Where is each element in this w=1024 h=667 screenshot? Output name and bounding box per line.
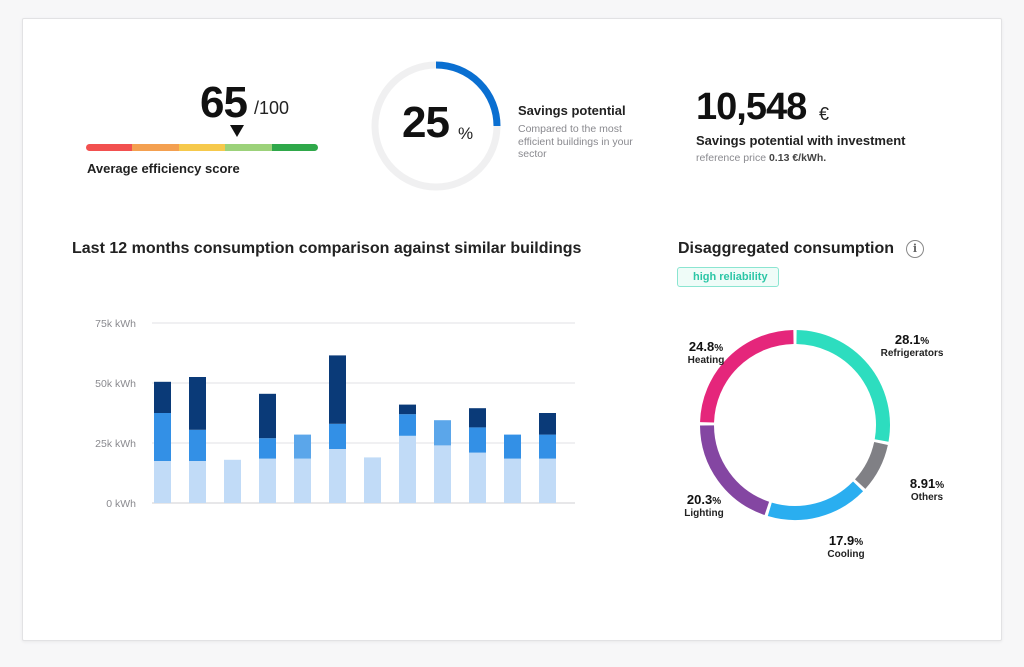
bar-segment[interactable] <box>469 408 486 428</box>
donut-label-value: 28.1% <box>872 332 952 347</box>
donut-label-name: Others <box>910 492 944 503</box>
dashboard-card <box>22 18 1002 641</box>
donut-slice-heating[interactable] <box>700 330 794 423</box>
bar-segment[interactable] <box>434 445 451 503</box>
bar-segment[interactable] <box>259 393 276 439</box>
efficiency-score-widget: 65 /100 Average efficiency score <box>86 78 326 178</box>
bar-segment[interactable] <box>329 355 346 424</box>
donut-label-unit: % <box>920 336 930 347</box>
bar-segment[interactable] <box>294 458 311 503</box>
consumption-chart-title: Last 12 months consumption comparison ag… <box>72 240 582 257</box>
disaggregated-donut-chart <box>700 330 890 520</box>
bar-segment[interactable] <box>154 461 171 503</box>
donut-slice-cooling[interactable] <box>767 481 864 520</box>
scale-segment-4 <box>225 144 272 151</box>
scale-segment-5 <box>271 144 318 151</box>
y-tick-label: 75k kWh <box>95 318 136 330</box>
donut-label-name: Cooling <box>827 549 865 560</box>
y-tick-label: 0 kWh <box>106 498 136 510</box>
bar-segment[interactable] <box>364 457 381 503</box>
donut-label-number: 17.9 <box>828 533 855 548</box>
scale-segment-1 <box>86 144 133 151</box>
bar-segment[interactable] <box>329 423 346 449</box>
bar-segment[interactable] <box>189 377 206 430</box>
bar-segment[interactable] <box>259 458 276 503</box>
bar-segment[interactable] <box>154 381 171 413</box>
donut-label-number: 24.8 <box>688 339 715 354</box>
investment-title: Savings potential with investment <box>696 133 906 148</box>
investment-reference: reference price 0.13 €/kWh. <box>696 152 826 164</box>
bar-segment[interactable] <box>399 404 416 415</box>
bar-segment[interactable] <box>259 438 276 459</box>
investment-reference-text: reference price <box>696 152 767 164</box>
y-tick-label: 25k kWh <box>95 438 136 450</box>
bar-segment[interactable] <box>189 461 206 503</box>
bar-segment[interactable] <box>539 434 556 459</box>
bar-segment[interactable] <box>189 429 206 461</box>
donut-label-refrigerators: 28.1% Refrigerators <box>872 332 952 359</box>
efficiency-score-label: Average efficiency score <box>87 161 240 176</box>
disaggregated-title: Disaggregated consumption <box>678 240 895 257</box>
bar-segment[interactable] <box>469 427 486 453</box>
investment-value: 10,548 <box>696 86 807 128</box>
donut-label-others: 8.91% Others <box>887 476 967 503</box>
bar-segment[interactable] <box>539 413 556 435</box>
scale-segment-3 <box>178 144 226 151</box>
score-marker-icon <box>229 125 244 137</box>
savings-unit: % <box>458 124 474 143</box>
donut-slice-refrigerators[interactable] <box>796 330 890 442</box>
investment-currency: € <box>819 104 830 124</box>
bar-segment[interactable] <box>539 458 556 503</box>
donut-label-number: 20.3 <box>686 492 713 507</box>
bar-segment[interactable] <box>504 458 521 503</box>
savings-value: 25 <box>402 98 450 147</box>
y-tick-label: 50k kWh <box>95 378 136 390</box>
bar-segment[interactable] <box>294 434 311 459</box>
donut-label-lighting: 20.3% Lighting <box>664 492 744 519</box>
bar-segment[interactable] <box>469 452 486 503</box>
savings-ring-arc <box>435 61 501 127</box>
donut-label-value: 20.3% <box>664 492 744 507</box>
bar-segment[interactable] <box>329 449 346 503</box>
bar-segment[interactable] <box>154 413 171 461</box>
savings-title: Savings potential <box>518 103 626 118</box>
investment-reference-price: 0.13 €/kWh. <box>768 152 827 164</box>
donut-label-value: 8.91% <box>887 476 967 491</box>
bar-segment[interactable] <box>224 459 241 503</box>
savings-description: Compared to the most efficient buildings… <box>518 123 633 160</box>
donut-slice-lighting[interactable] <box>700 425 770 516</box>
donut-label-unit: % <box>854 537 864 548</box>
efficiency-score-value: 65 <box>200 78 248 127</box>
donut-label-number: 28.1 <box>894 332 921 347</box>
reliability-badge: high reliability <box>677 267 779 287</box>
donut-label-name: Heating <box>687 355 725 366</box>
efficiency-scale-bar <box>86 144 318 151</box>
bar-segment[interactable] <box>504 434 521 459</box>
donut-label-unit: % <box>714 343 724 354</box>
bar-segment[interactable] <box>399 414 416 436</box>
savings-ring <box>371 61 501 191</box>
donut-label-heating: 24.8% Heating <box>666 339 746 366</box>
consumption-bar-chart: 0 kWh 25k kWh 50k kWh 75k kWh <box>95 318 575 510</box>
bar-segment[interactable] <box>434 420 451 446</box>
info-icon[interactable]: i <box>906 240 924 258</box>
donut-label-unit: % <box>935 480 945 491</box>
donut-label-value: 24.8% <box>666 339 746 354</box>
bar-segment[interactable] <box>399 435 416 503</box>
donut-label-cooling: 17.9% Cooling <box>806 533 886 560</box>
donut-label-number: 8.91 <box>909 476 936 491</box>
efficiency-score-max: /100 <box>254 98 290 118</box>
donut-slice-others[interactable] <box>854 441 888 489</box>
donut-label-unit: % <box>712 496 722 507</box>
donut-label-value: 17.9% <box>806 533 886 548</box>
scale-segment-2 <box>132 144 179 151</box>
donut-label-name: Refrigerators <box>880 348 944 359</box>
donut-label-name: Lighting <box>684 508 724 519</box>
